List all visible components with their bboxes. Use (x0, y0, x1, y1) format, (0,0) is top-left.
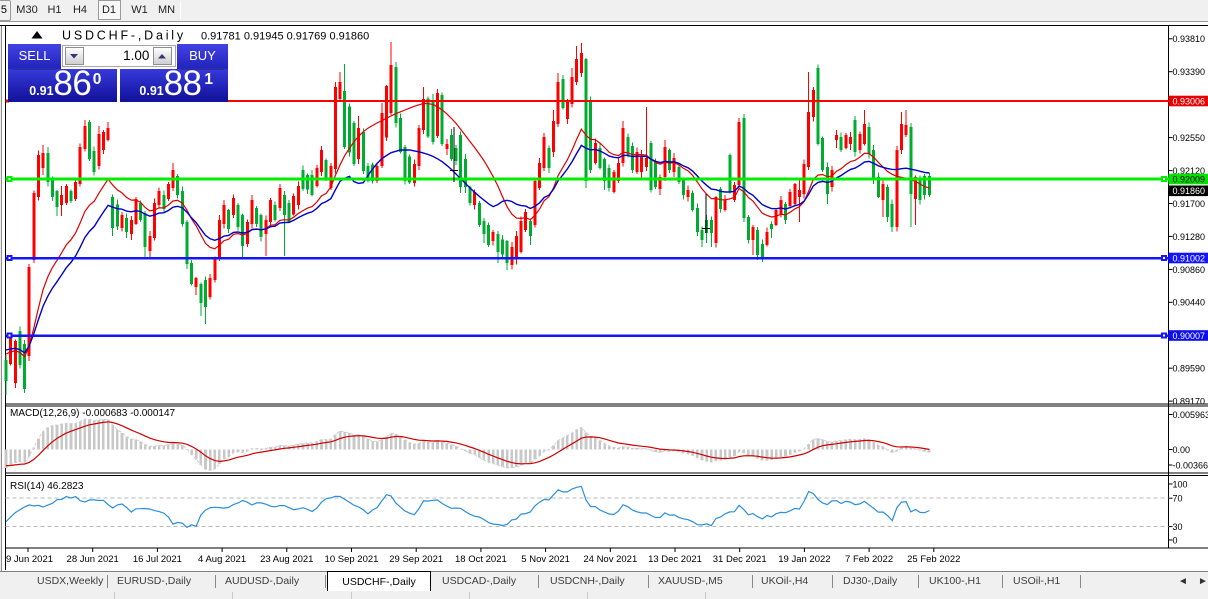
svg-text:29 Sep 2021: 29 Sep 2021 (389, 554, 443, 565)
svg-text:RSI(14) 46.2823: RSI(14) 46.2823 (10, 481, 84, 492)
svg-text:0.91002: 0.91002 (1173, 253, 1206, 263)
svg-text:13 Dec 2021: 13 Dec 2021 (648, 554, 702, 565)
svg-text:0.90007: 0.90007 (1173, 331, 1206, 341)
svg-text:0.00: 0.00 (1173, 445, 1191, 455)
svg-text:0.89170: 0.89170 (1173, 397, 1206, 407)
svg-text:0.93006: 0.93006 (1173, 96, 1206, 106)
svg-text:0.91700: 0.91700 (1173, 199, 1206, 209)
svg-text:0.90440: 0.90440 (1173, 298, 1206, 308)
svg-text:0.91781 0.91945 0.91769 0.9186: 0.91781 0.91945 0.91769 0.91860 (201, 31, 369, 43)
svg-text:18 Oct 2021: 18 Oct 2021 (455, 554, 507, 565)
svg-text:23 Aug 2021: 23 Aug 2021 (260, 554, 313, 565)
svg-text:28 Jun 2021: 28 Jun 2021 (67, 554, 119, 565)
svg-text:-0.00366: -0.00366 (1173, 460, 1208, 470)
svg-text:25 Feb 2022: 25 Feb 2022 (907, 554, 960, 565)
svg-text:0.93810: 0.93810 (1173, 34, 1206, 44)
svg-text:19 Jan 2022: 19 Jan 2022 (778, 554, 830, 565)
svg-text:24 Nov 2021: 24 Nov 2021 (583, 554, 637, 565)
svg-text:4 Aug 2021: 4 Aug 2021 (198, 554, 246, 565)
svg-text:0: 0 (1173, 535, 1178, 545)
svg-text:16 Jul 2021: 16 Jul 2021 (133, 554, 182, 565)
svg-text:MACD(12,26,9) -0.000683 -0.000: MACD(12,26,9) -0.000683 -0.000147 (10, 408, 176, 419)
svg-text:10 Sep 2021: 10 Sep 2021 (325, 554, 379, 565)
svg-text:0.90860: 0.90860 (1173, 265, 1206, 275)
svg-text:0.89590: 0.89590 (1173, 364, 1206, 374)
svg-text:0.91280: 0.91280 (1173, 232, 1206, 242)
svg-text:70: 70 (1173, 494, 1183, 504)
svg-text:0.93390: 0.93390 (1173, 67, 1206, 77)
svg-text:9 Jun 2021: 9 Jun 2021 (6, 554, 53, 565)
svg-text:7 Feb 2022: 7 Feb 2022 (845, 554, 893, 565)
svg-text:0.92009: 0.92009 (1173, 174, 1206, 184)
svg-text:31 Dec 2021: 31 Dec 2021 (713, 554, 767, 565)
svg-text:0.92120: 0.92120 (1173, 166, 1206, 176)
svg-text:0.92550: 0.92550 (1173, 133, 1206, 143)
svg-text:USDCHF-,Daily: USDCHF-,Daily (62, 29, 186, 43)
svg-text:30: 30 (1173, 522, 1183, 532)
svg-text:0.91860: 0.91860 (1173, 186, 1206, 196)
svg-text:5 Nov 2021: 5 Nov 2021 (521, 554, 570, 565)
svg-text:0.005963: 0.005963 (1173, 410, 1208, 420)
svg-text:100: 100 (1173, 479, 1188, 489)
